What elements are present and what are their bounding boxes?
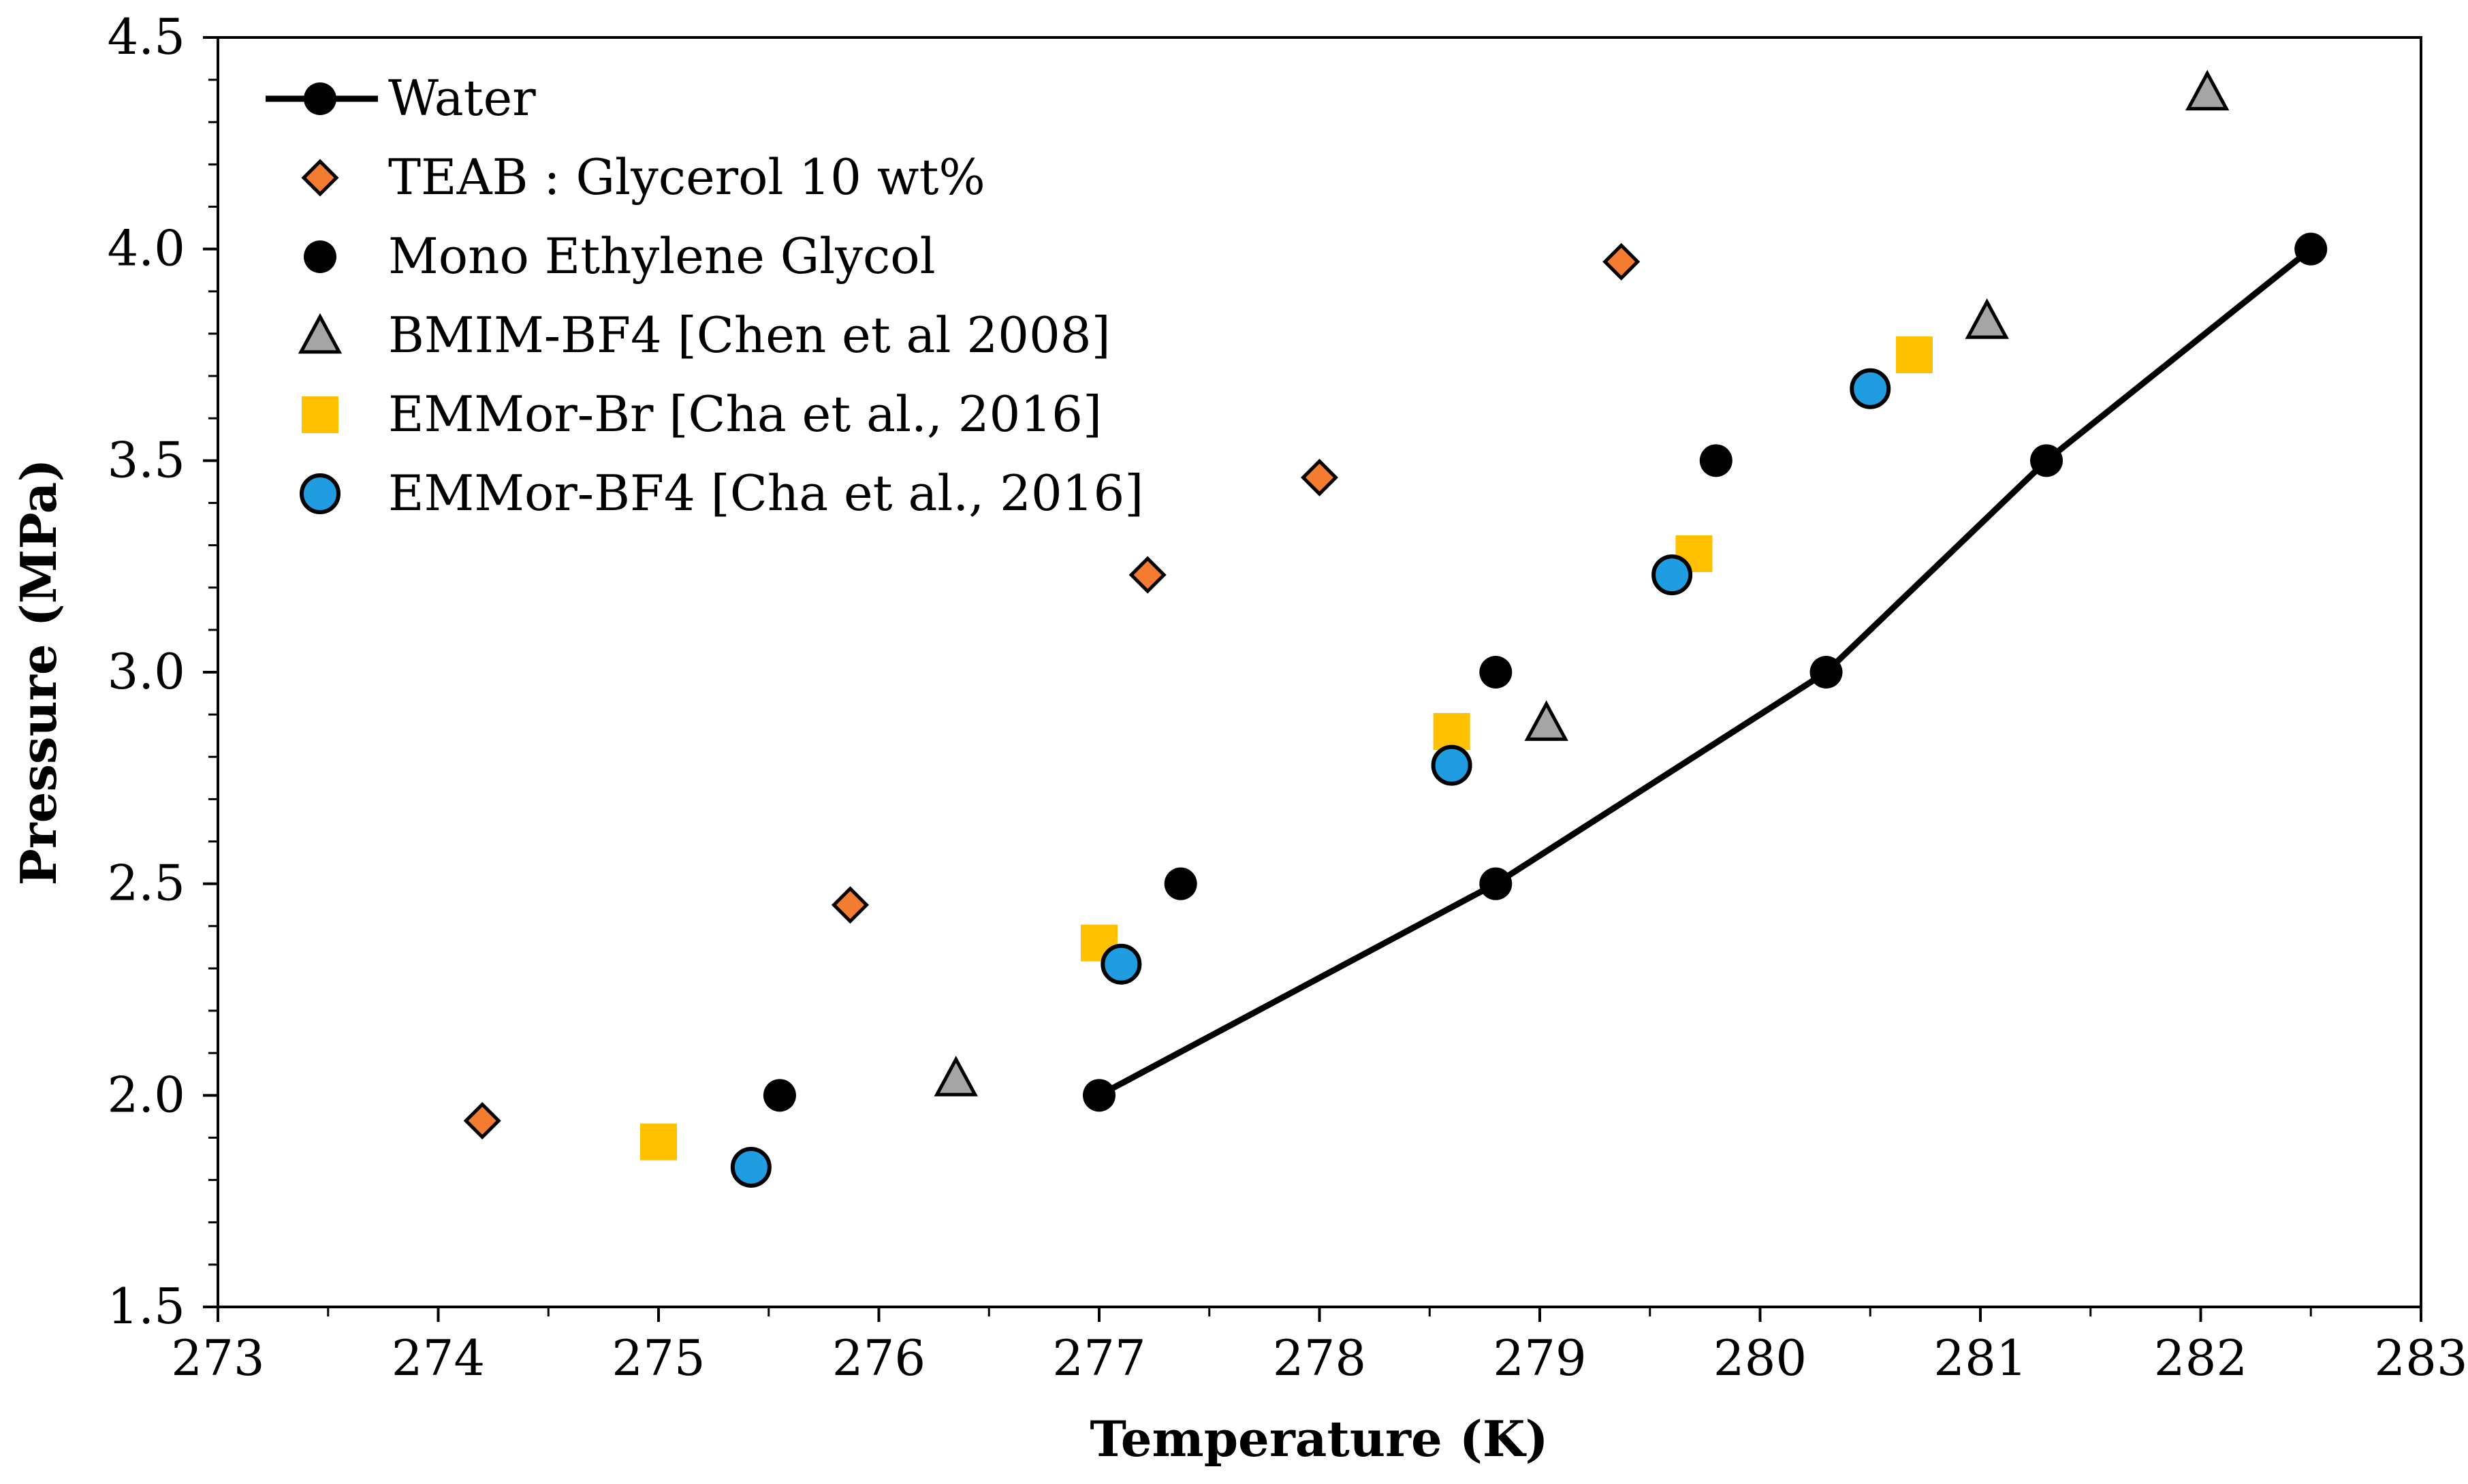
legend-item-2: Mono Ethylene Glycol <box>304 227 936 285</box>
x-tick-label: 281 <box>1933 1329 2027 1387</box>
legend-marker <box>298 313 343 354</box>
series-2 <box>763 444 1733 1112</box>
data-point <box>2185 69 2230 111</box>
x-axis-title: Temperature (K) <box>1090 1410 1548 1468</box>
data-point <box>2294 232 2328 266</box>
x-tick-label: 278 <box>1273 1329 1366 1387</box>
series-3 <box>934 69 2230 1096</box>
axes: 273 274 275 276 277 278 279 280 281 282 283 1.5 2.0 2… <box>107 8 2467 1387</box>
x-tick-label: 282 <box>2154 1329 2247 1387</box>
x-tick-label: 283 <box>2374 1329 2467 1387</box>
data-point <box>1895 336 1933 373</box>
legend-label: TEAB : Glycerol 10 wt% <box>388 148 985 206</box>
data-point <box>1300 458 1339 496</box>
y-tick-label: 2.5 <box>107 855 185 912</box>
y-tick-label: 2.0 <box>107 1066 185 1123</box>
data-point <box>831 886 869 924</box>
x-tick-label: 274 <box>392 1329 485 1387</box>
data-point <box>1651 554 1693 596</box>
plot-area <box>217 36 2422 1308</box>
series-4 <box>640 336 1933 1161</box>
series-5 <box>730 368 1891 1188</box>
y-tick-label: 4.5 <box>107 8 185 65</box>
data-point <box>1809 656 1843 689</box>
legend-label: EMMor-Br [Cha et al., 2016] <box>388 385 1102 443</box>
x-tick-label: 275 <box>612 1329 705 1387</box>
data-point <box>1433 712 1470 750</box>
series-0 <box>1083 232 2328 1112</box>
legend-label: BMIM-BF4 [Chen et al 2008] <box>388 306 1111 364</box>
legend-item-4: EMMor-Br [Cha et al., 2016] <box>302 385 1102 443</box>
y-axis-title: Pressure (MPa) <box>10 459 67 886</box>
y-tick-label: 3.0 <box>107 643 185 700</box>
data-point <box>1602 242 1641 281</box>
x-tick-label: 276 <box>832 1329 926 1387</box>
data-point <box>730 1146 772 1188</box>
data-point <box>763 1079 796 1112</box>
legend-label: Mono Ethylene Glycol <box>388 227 936 285</box>
data-point <box>1083 1079 1116 1112</box>
x-tick-label: 279 <box>1493 1329 1586 1387</box>
x-tick-label: 280 <box>1713 1329 1807 1387</box>
legend-item-3: BMIM-BF4 [Chen et al 2008] <box>298 306 1111 364</box>
series-1 <box>463 242 1641 1140</box>
data-point <box>1431 744 1472 786</box>
data-point <box>1479 656 1513 689</box>
legend-label: Water <box>388 69 536 127</box>
legend-marker <box>304 240 336 273</box>
legend: Water TEAB : Glycerol 10 wt% Mono Ethylene… <box>266 69 1143 522</box>
data-point <box>1699 444 1733 477</box>
data-point <box>1965 298 2009 339</box>
legend-item-1: TEAB : Glycerol 10 wt% <box>301 148 985 206</box>
x-tick-label: 277 <box>1052 1329 1145 1387</box>
legend-label: EMMor-BF4 [Cha et al., 2016] <box>388 464 1143 522</box>
legend-marker <box>302 396 338 433</box>
data-point <box>640 1123 677 1161</box>
data-point <box>1524 700 1568 741</box>
data-point <box>934 1056 978 1096</box>
legend-marker <box>301 159 339 197</box>
data-point <box>1164 867 1197 900</box>
x-tick-label: 273 <box>171 1329 264 1387</box>
data-point <box>1479 867 1513 900</box>
data-point <box>2030 444 2063 477</box>
y-tick-label: 4.0 <box>107 220 185 277</box>
legend-marker <box>300 473 341 514</box>
legend-marker <box>304 82 336 115</box>
data-point <box>463 1102 501 1140</box>
y-tick-label: 1.5 <box>107 1278 185 1335</box>
legend-item-0: Water <box>266 69 536 127</box>
y-tick-label: 3.5 <box>107 431 185 488</box>
data-point <box>1101 943 1142 985</box>
data-point <box>1128 556 1167 594</box>
data-point <box>1850 368 1891 409</box>
legend-item-5: EMMor-BF4 [Cha et al., 2016] <box>300 464 1143 522</box>
series-layer <box>463 69 2328 1188</box>
